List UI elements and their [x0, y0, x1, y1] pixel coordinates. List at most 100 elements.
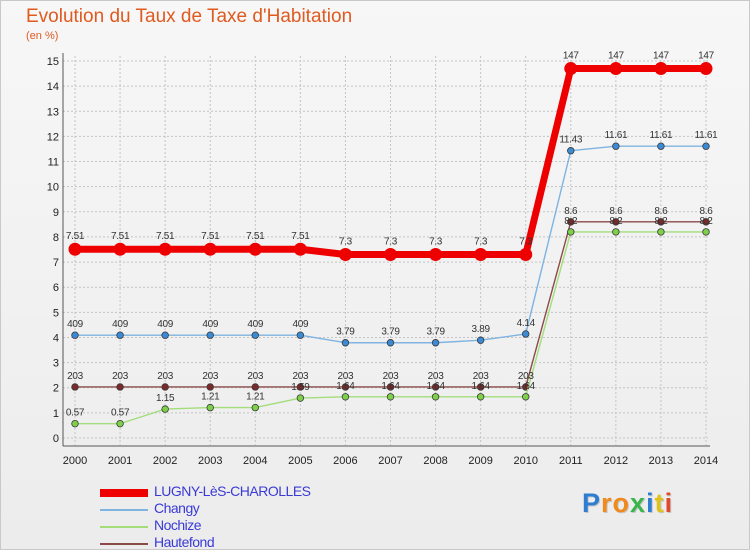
data-label: 8.6: [564, 206, 578, 217]
data-label: 7.51: [291, 231, 310, 242]
data-point: [429, 248, 443, 262]
data-point: [657, 218, 665, 226]
data-point: [296, 331, 305, 339]
data-label: 147: [563, 51, 580, 62]
data-point: [341, 383, 350, 391]
data-point: [251, 383, 259, 391]
x-tick-label: 2009: [468, 455, 492, 467]
data-label: 1.64: [517, 381, 536, 392]
data-point: [657, 228, 665, 236]
y-tick-label: 13: [47, 106, 59, 118]
logo-letter: i: [646, 488, 655, 518]
data-point: [206, 331, 214, 339]
x-tick-label: 2008: [423, 455, 447, 467]
data-point: [476, 393, 485, 401]
data-point: [161, 405, 169, 413]
y-tick-label: 9: [53, 207, 59, 219]
x-tick-label: 2007: [378, 455, 402, 467]
x-tick-label: 2000: [63, 455, 87, 467]
data-label: 7.51: [111, 231, 130, 242]
logo-letter: P: [582, 488, 602, 518]
data-point: [431, 339, 440, 347]
data-label: 203: [338, 371, 355, 382]
data-label: 3.79: [426, 327, 445, 338]
data-point: [567, 218, 575, 226]
data-point: [522, 330, 530, 338]
data-point: [161, 383, 169, 391]
logo-letter: o: [612, 488, 631, 518]
data-point: [206, 403, 214, 412]
data-label: 8.6: [654, 206, 668, 217]
data-point: [699, 62, 713, 76]
y-tick-label: 6: [53, 282, 59, 294]
legend-label: LUGNY-LèS-CHAROLLES: [154, 483, 311, 499]
y-tick-label: 2: [53, 383, 59, 395]
data-label: 203: [292, 371, 309, 382]
data-label: 7.51: [156, 231, 175, 242]
data-point: [386, 383, 395, 391]
data-label: 1.15: [156, 393, 175, 404]
data-point: [296, 383, 305, 391]
legend-swatch: [100, 542, 148, 545]
data-point: [567, 147, 575, 155]
data-label: 1.59: [291, 382, 310, 393]
data-point: [251, 331, 259, 339]
data-label: 4.14: [517, 318, 536, 329]
x-tick-label: 2012: [604, 455, 628, 467]
data-label: 1.64: [472, 381, 491, 392]
data-label: 1.64: [381, 381, 400, 392]
legend-swatch: [100, 488, 148, 497]
x-tick-label: 2004: [243, 455, 267, 467]
x-tick-label: 2002: [153, 455, 177, 467]
data-point: [248, 242, 262, 256]
data-label: 7.3: [474, 237, 488, 248]
legend-label: Nochize: [154, 517, 202, 533]
data-point: [702, 218, 710, 226]
data-label: 7.51: [66, 231, 85, 242]
y-tick-label: 12: [47, 131, 59, 143]
y-tick-label: 7: [53, 257, 59, 269]
y-tick-label: 4: [53, 332, 59, 344]
x-tick-label: 2006: [333, 455, 357, 467]
data-point: [702, 228, 710, 236]
x-tick-label: 2011: [559, 455, 583, 467]
data-point: [71, 383, 79, 391]
x-tick-label: 2001: [108, 455, 132, 467]
y-tick-label: 5: [53, 307, 59, 319]
data-point: [251, 403, 259, 412]
data-point: [476, 336, 485, 344]
x-tick-label: 2005: [288, 455, 312, 467]
data-label: 409: [112, 319, 129, 330]
y-tick-label: 1: [53, 408, 59, 420]
x-tick-label: 2014: [694, 455, 718, 467]
data-label: 203: [428, 371, 445, 382]
data-label: 1.21: [201, 392, 220, 403]
data-label: 147: [608, 51, 625, 62]
data-label: 8.2: [699, 216, 713, 227]
data-label: 11.61: [604, 130, 628, 141]
y-tick-label: 10: [47, 182, 59, 194]
data-point: [116, 331, 124, 339]
data-point: [386, 339, 395, 347]
data-label: 203: [157, 371, 174, 382]
legend-label: Hautefond: [154, 534, 215, 550]
data-label: 7.3: [519, 237, 533, 248]
data-point: [203, 242, 217, 256]
data-label: 1.64: [426, 381, 445, 392]
data-label: 3.79: [381, 327, 400, 338]
data-label: 8.6: [699, 206, 713, 217]
data-label: 0.57: [111, 408, 130, 419]
x-tick-label: 2003: [198, 455, 222, 467]
data-point: [341, 339, 350, 347]
data-point: [68, 242, 82, 256]
data-label: 409: [157, 319, 174, 330]
logo-letter: i: [664, 488, 674, 518]
y-tick-label: 15: [47, 56, 59, 68]
data-label: 8.2: [654, 216, 668, 227]
data-point: [654, 62, 668, 76]
data-point: [519, 248, 533, 262]
